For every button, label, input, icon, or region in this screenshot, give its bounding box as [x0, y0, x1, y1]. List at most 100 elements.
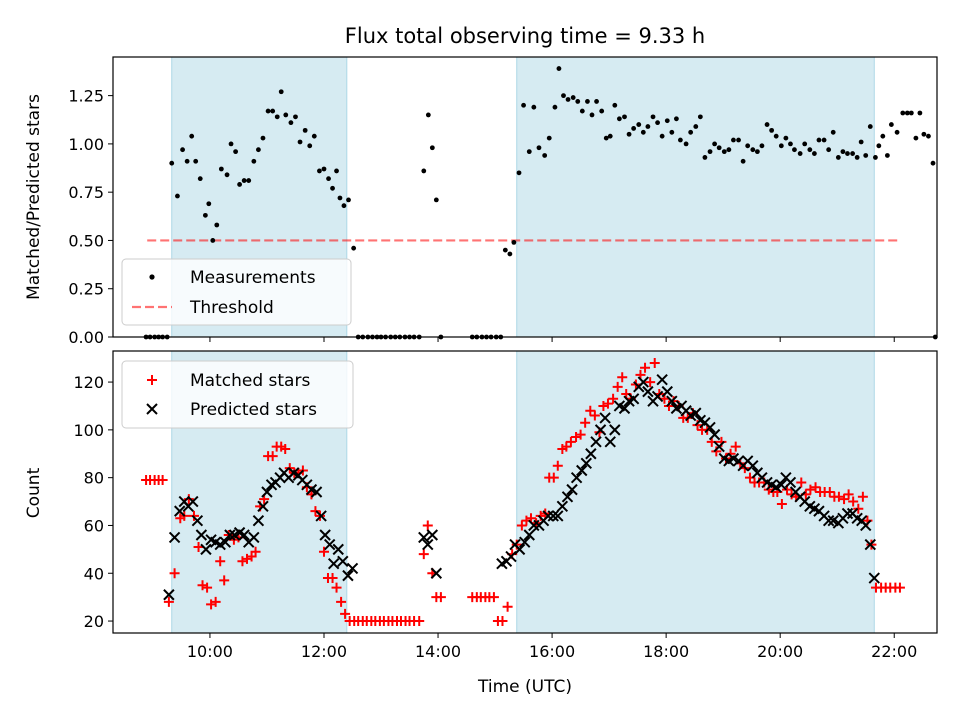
predicted-point: [585, 448, 597, 460]
matched-point: [833, 491, 844, 502]
measurement-point: [626, 131, 632, 137]
predicted-point: [775, 479, 788, 491]
predicted-point: [708, 428, 721, 441]
y-tick-label: 0.50: [68, 231, 104, 250]
y-tick-label: 60: [84, 516, 104, 535]
measurement-point: [876, 143, 882, 149]
measurement-point: [169, 160, 175, 166]
predicted-point: [315, 510, 327, 522]
measurement-point: [612, 102, 618, 108]
measurement-point: [265, 108, 271, 114]
measurement-point: [334, 168, 339, 174]
predicted-point: [618, 402, 631, 415]
x-tick-label: 16:00: [529, 642, 575, 661]
matched-point: [502, 601, 513, 612]
matched-point: [612, 381, 623, 392]
predicted-point: [187, 495, 199, 508]
measurement-point: [854, 155, 860, 160]
measurement-point: [421, 168, 427, 174]
legend-measurement-marker: [149, 274, 155, 280]
measurement-point: [712, 141, 718, 147]
measurement-point: [835, 155, 841, 160]
y-tick-label: 40: [84, 564, 104, 583]
matched-point: [565, 436, 576, 447]
measurement-point: [716, 145, 722, 151]
predicted-point: [430, 567, 443, 579]
x-tick-label: 10:00: [187, 642, 233, 661]
y-tick-label: 20: [84, 612, 104, 631]
measurement-point: [645, 124, 651, 129]
measurement-point: [210, 238, 216, 243]
legend-measurements-label: Measurements: [190, 268, 316, 288]
predicted-point: [327, 557, 340, 570]
measurement-point: [913, 135, 919, 141]
predicted-point: [195, 529, 208, 541]
measurement-point: [640, 129, 646, 135]
predicted-point: [519, 536, 531, 548]
predicted-point: [609, 424, 621, 436]
measurement-point: [807, 147, 813, 153]
predicted-point: [422, 538, 434, 551]
measurement-point: [256, 147, 261, 153]
measurement-point: [589, 112, 595, 118]
predicted-point: [637, 376, 650, 388]
chart-title: Flux total observing time = 9.33 h: [345, 24, 705, 48]
measurement-point: [570, 95, 576, 100]
top-y-axis-label: Matched/Predicted stars: [24, 94, 44, 300]
measurement-point: [850, 151, 856, 156]
measurement-point: [884, 153, 890, 158]
measurement-point: [664, 118, 670, 124]
measurement-point: [788, 141, 793, 147]
measurement-point: [792, 147, 797, 153]
x-axis-label: Time (UTC): [477, 677, 572, 697]
measurement-point: [631, 126, 637, 131]
measurement-point: [575, 99, 581, 104]
predicted-point: [332, 543, 344, 556]
measurement-point: [317, 168, 322, 174]
matched-point: [824, 487, 835, 497]
measurement-point: [821, 137, 827, 143]
measurement-point: [330, 185, 335, 191]
predicted-point: [841, 507, 854, 520]
predicted-point: [248, 531, 260, 544]
predicted-point: [656, 373, 668, 386]
legend-threshold-label: Threshold: [189, 298, 274, 318]
measurement-point: [531, 104, 537, 110]
matched-point: [585, 405, 596, 416]
measurement-point: [769, 127, 775, 133]
legend-predicted-marker: [146, 403, 158, 415]
measurement-point: [507, 251, 513, 257]
bottom-y-axis-label: Count: [24, 467, 44, 518]
measurement-point: [189, 133, 195, 139]
matched-point: [848, 496, 859, 507]
measurement-point: [346, 197, 351, 203]
predicted-point: [342, 569, 354, 582]
predicted-point: [191, 514, 204, 527]
bottom-panel: 20 40 60 80 100 120 10:00 12:00 14:00 16:00 18:00 2…: [73, 350, 938, 661]
predicted-point: [561, 491, 574, 503]
measurement-point: [797, 151, 803, 156]
matched-point: [602, 398, 613, 409]
matched-point: [810, 482, 821, 493]
measurement-point: [677, 137, 683, 143]
measurement-point: [542, 153, 548, 158]
matched-point: [157, 475, 168, 486]
measurement-point: [754, 149, 760, 155]
measurement-point: [683, 141, 689, 147]
matched-point: [575, 429, 586, 440]
measurement-point: [260, 135, 266, 141]
measurement-point: [561, 93, 566, 99]
measurement-point: [565, 97, 571, 102]
measurement-point: [845, 151, 850, 156]
measurement-point: [307, 143, 313, 149]
legend-bottom: Matched stars Predicted stars: [121, 360, 354, 429]
measurement-point: [224, 172, 230, 178]
predicted-point: [552, 510, 564, 522]
matched-point: [730, 441, 741, 452]
x-tick-label: 18:00: [643, 642, 689, 661]
matched-point: [169, 568, 180, 579]
predicted-point: [642, 385, 654, 398]
measurement-point: [867, 124, 873, 129]
measurement-point: [526, 149, 532, 155]
